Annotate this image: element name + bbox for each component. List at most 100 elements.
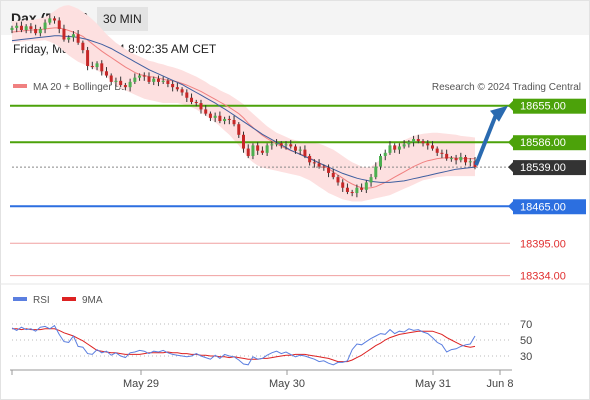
candle-down [81, 42, 85, 51]
candle-down [166, 80, 170, 84]
candle-down [426, 143, 430, 146]
candle-down [322, 166, 326, 168]
candle-down [260, 150, 264, 153]
candle-down [279, 143, 283, 146]
candle-up [402, 144, 406, 147]
candle-down [246, 148, 250, 156]
candle-up [43, 22, 47, 29]
level-label-18465.00: 18465.00 [520, 201, 566, 213]
ma20-line [11, 27, 475, 189]
candle-up [38, 28, 42, 34]
candle-down [199, 103, 203, 110]
candle-down [232, 119, 236, 125]
x-tick-label: Jun 8 [487, 378, 514, 390]
candle-down [303, 149, 307, 156]
legend-label-rsi: RSI [33, 295, 50, 306]
bollinger-band [12, 5, 475, 202]
candle-down [185, 92, 189, 98]
candle-up [10, 27, 14, 31]
candle-up [265, 145, 269, 153]
level-label-18539.00: 18539.00 [520, 162, 566, 174]
candle-down [208, 113, 212, 118]
candle-up [275, 143, 279, 145]
candle-up [161, 80, 165, 82]
legend-swatch-9ma [62, 297, 76, 301]
candle-up [152, 78, 156, 82]
candle-up [468, 161, 472, 163]
candle-up [213, 115, 217, 118]
legend-swatch-ma20 [13, 84, 27, 88]
candle-down [454, 158, 458, 161]
candle-down [147, 76, 151, 82]
candle-down [327, 167, 331, 173]
candle-down [317, 163, 321, 167]
candle-up [364, 182, 368, 190]
candle-down [62, 28, 66, 40]
candle-down [440, 152, 444, 154]
candle-down [100, 63, 104, 72]
candle-up [383, 152, 387, 156]
level-label-18586.00: 18586.00 [520, 137, 566, 149]
candle-down [190, 97, 194, 102]
legend-label-ma20: MA 20 + Bollinger Bands [33, 82, 143, 93]
candle-down [156, 78, 160, 82]
candle-up [128, 81, 132, 88]
interval-selector[interactable]: 30 MIN [97, 7, 148, 31]
candle-down [430, 145, 434, 149]
candle-down [416, 139, 420, 142]
candle-down [57, 20, 61, 29]
candle-down [76, 34, 80, 43]
candle-down [341, 182, 345, 188]
candle-down [119, 80, 123, 86]
candle-down [237, 124, 241, 135]
candle-down [171, 83, 175, 88]
ma50-line [11, 35, 476, 183]
candle-down [180, 89, 184, 93]
candle-down [312, 162, 316, 164]
candle-down [104, 71, 108, 76]
candle-down [393, 145, 397, 150]
candle-up [397, 146, 401, 150]
candle-down [464, 157, 468, 163]
candle-down [142, 75, 146, 77]
candle-down [204, 109, 208, 114]
level-label-18655.00: 18655.00 [520, 101, 566, 113]
rsi-9ma-line [12, 328, 476, 363]
level-tag-pointer [508, 137, 513, 148]
candle-up [369, 177, 373, 183]
candle-down [350, 191, 354, 194]
candle-down [360, 187, 364, 190]
level-tag-18586.00 [513, 135, 586, 151]
level-label-18395.00: 18395.00 [520, 238, 566, 250]
candle-down [345, 187, 349, 192]
level-label-18334.00: 18334.00 [520, 271, 566, 283]
candle-up [48, 18, 52, 23]
candle-down [336, 177, 340, 183]
candle-up [449, 158, 453, 160]
candle-up [284, 144, 288, 146]
candle-down [331, 172, 335, 178]
rsi-tick-label: 30 [520, 351, 532, 363]
candle-down [242, 134, 245, 149]
rsi-line [11, 324, 476, 366]
rsi-tick-label: 70 [520, 319, 532, 331]
candle-up [67, 37, 71, 40]
candle-down [29, 26, 33, 29]
forecast-arrow-head [490, 105, 508, 122]
candle-up [138, 75, 142, 78]
candle-up [251, 145, 255, 156]
candle-up [355, 187, 359, 194]
forecast-arrow [474, 113, 498, 166]
candle-up [270, 144, 274, 146]
candle-up [379, 155, 383, 167]
candle-down [123, 85, 127, 88]
level-tag-pointer [508, 100, 513, 111]
candle-up [298, 149, 302, 151]
candle-down [175, 87, 179, 90]
candle-up [374, 166, 378, 178]
attribution-text: Research © 2024 Trading Central [432, 82, 581, 93]
candle-down [53, 18, 57, 21]
level-tag-pointer [508, 201, 513, 212]
candle-down [256, 145, 260, 151]
